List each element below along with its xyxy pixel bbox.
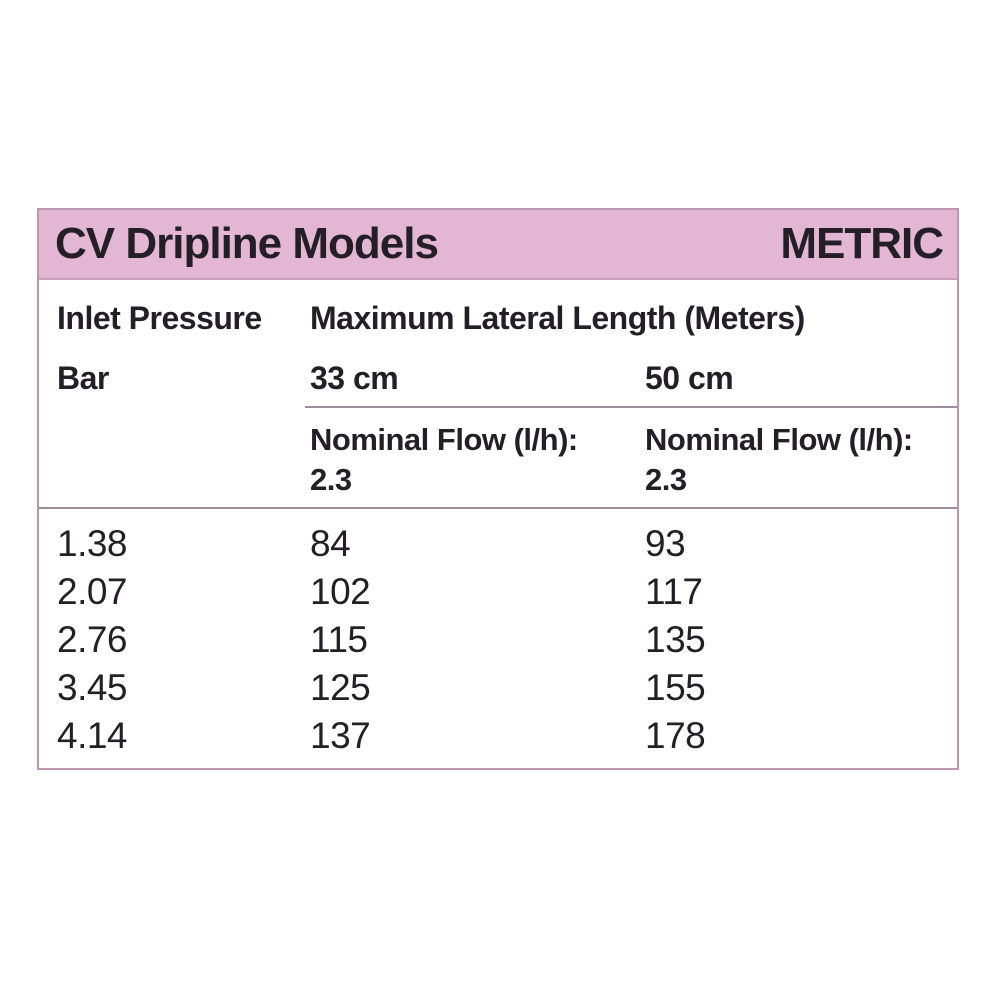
table-body: 1.38 84 93 2.07 102 117 2.76 115 135 3.4… [39, 520, 957, 760]
flow-label: Nominal Flow (l/h): [645, 422, 913, 457]
separator-line-subcolumns [305, 406, 957, 408]
pressure-cell: 1.38 [57, 523, 128, 564]
length-33cm-cell: 84 [310, 523, 351, 564]
separator-line-header-body [39, 507, 957, 509]
table-title-bar: CV Dripline Models METRIC [39, 210, 957, 280]
unit-system-label: METRIC [780, 219, 944, 268]
flow-header-33cm: Nominal Flow (l/h): 2.3 [310, 420, 578, 500]
length-50cm-cell: 178 [645, 715, 706, 756]
pressure-cell: 2.76 [57, 619, 128, 660]
inlet-pressure-header: Inlet Pressure [57, 300, 262, 336]
table-row: 4.14 137 178 [39, 712, 957, 760]
flow-value: 2.3 [310, 462, 352, 497]
length-50cm-cell: 117 [645, 571, 703, 612]
flow-value: 2.3 [645, 462, 687, 497]
pressure-unit-label: Bar [57, 360, 109, 396]
length-33cm-cell: 137 [310, 715, 371, 756]
cv-dripline-models-table: CV Dripline Models METRIC Inlet Pressure… [37, 208, 959, 770]
table-row: 2.07 102 117 [39, 568, 957, 616]
pressure-cell: 2.07 [57, 571, 128, 612]
pressure-cell: 3.45 [57, 667, 128, 708]
flow-label: Nominal Flow (l/h): [310, 422, 578, 457]
length-50cm-cell: 135 [645, 619, 706, 660]
table-row: 1.38 84 93 [39, 520, 957, 568]
pressure-cell: 4.14 [57, 715, 128, 756]
column-header-50cm: 50 cm [645, 360, 734, 396]
flow-header-50cm: Nominal Flow (l/h): 2.3 [645, 420, 913, 500]
length-50cm-cell: 155 [645, 667, 706, 708]
length-50cm-cell: 93 [645, 523, 686, 564]
max-lateral-length-header: Maximum Lateral Length (Meters) [310, 300, 805, 336]
length-33cm-cell: 115 [310, 619, 368, 660]
table-row: 3.45 125 155 [39, 664, 957, 712]
table-title: CV Dripline Models [55, 219, 439, 268]
length-33cm-cell: 125 [310, 667, 371, 708]
length-33cm-cell: 102 [310, 571, 371, 612]
column-header-33cm: 33 cm [310, 360, 399, 396]
table-row: 2.76 115 135 [39, 616, 957, 664]
